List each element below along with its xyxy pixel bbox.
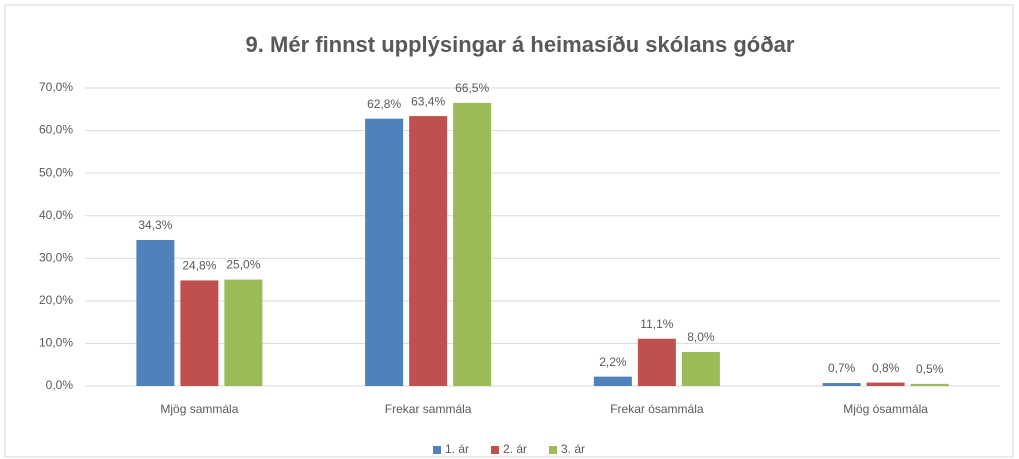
legend-label: 1. ár xyxy=(445,442,469,456)
data-label: 0,8% xyxy=(872,361,900,375)
x-tick-label: Mjög ósammála xyxy=(843,402,928,416)
y-tick-label: 20,0% xyxy=(39,293,73,307)
bar xyxy=(637,338,676,386)
bar xyxy=(365,118,404,386)
data-label: 0,5% xyxy=(916,362,944,376)
x-tick-label: Frekar ósammála xyxy=(610,402,704,416)
bar xyxy=(224,279,263,386)
y-tick-label: 30,0% xyxy=(39,250,73,264)
bar xyxy=(910,383,949,386)
y-tick-label: 10,0% xyxy=(39,336,73,350)
data-label: 34,3% xyxy=(138,218,172,232)
data-label: 63,4% xyxy=(411,94,445,108)
data-label: 62,8% xyxy=(367,97,401,111)
legend-label: 3. ár xyxy=(561,442,585,456)
legend-swatch xyxy=(549,446,557,454)
bar xyxy=(593,376,632,386)
data-label: 2,2% xyxy=(599,355,627,369)
bar xyxy=(681,351,720,386)
data-label: 24,8% xyxy=(182,259,216,273)
chart-title: 9. Mér finnst upplýsingar á heimasíðu sk… xyxy=(246,32,795,57)
data-label: 66,5% xyxy=(455,81,489,95)
bar xyxy=(822,383,861,386)
data-label: 25,0% xyxy=(226,258,260,272)
data-label: 8,0% xyxy=(687,330,715,344)
y-tick-label: 60,0% xyxy=(39,123,73,137)
bar xyxy=(136,239,175,386)
bar xyxy=(409,116,448,387)
bar xyxy=(866,382,905,386)
legend-label: 2. ár xyxy=(503,442,527,456)
legend-swatch xyxy=(433,446,441,454)
legend-swatch xyxy=(491,446,499,454)
y-tick-label: 40,0% xyxy=(39,208,73,222)
x-tick-label: Mjög sammála xyxy=(160,402,238,416)
y-tick-label: 50,0% xyxy=(39,165,73,179)
y-tick-label: 0,0% xyxy=(46,378,74,392)
y-tick-label: 70,0% xyxy=(39,80,73,94)
x-tick-label: Frekar sammála xyxy=(385,402,472,416)
data-label: 0,7% xyxy=(828,361,856,375)
bar xyxy=(180,280,219,386)
data-label: 11,1% xyxy=(640,317,673,331)
bar xyxy=(453,102,492,387)
